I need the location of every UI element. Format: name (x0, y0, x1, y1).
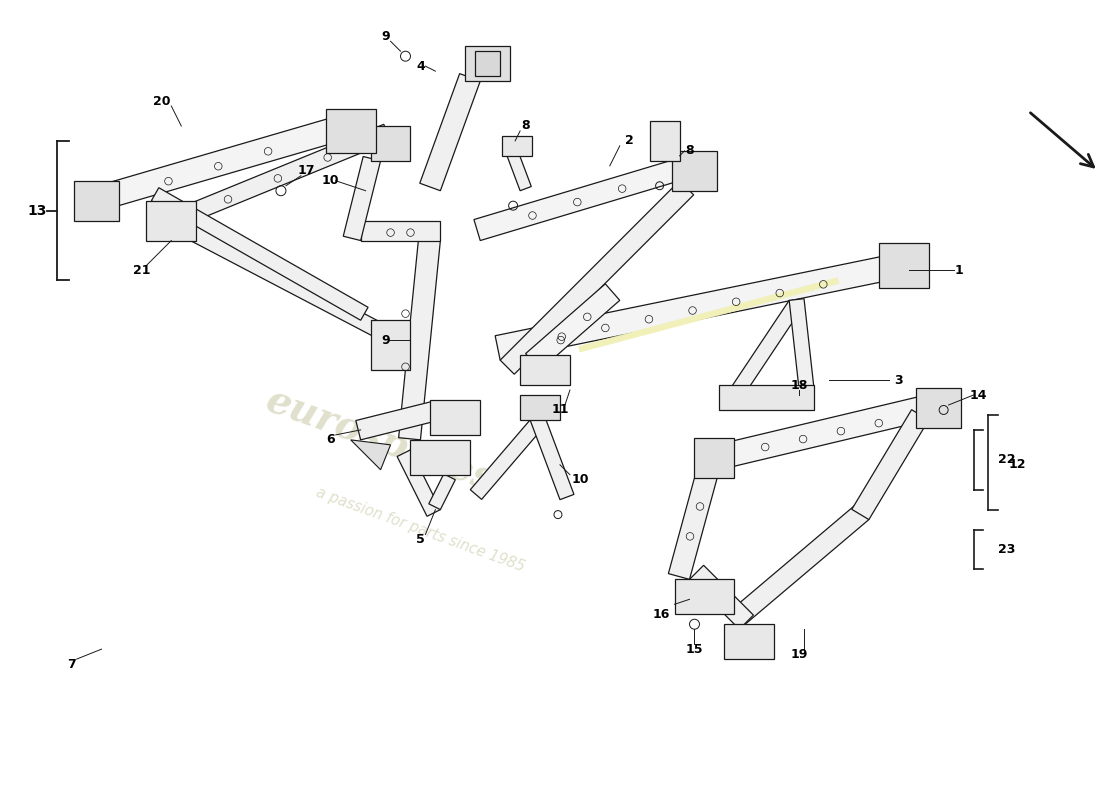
Polygon shape (361, 221, 440, 241)
Text: 6: 6 (327, 434, 336, 446)
Polygon shape (343, 157, 381, 241)
Polygon shape (152, 188, 368, 320)
Bar (146, 201, 196, 241)
Text: 14: 14 (970, 389, 988, 402)
Polygon shape (495, 256, 889, 360)
Text: 20: 20 (153, 94, 170, 107)
Polygon shape (714, 396, 928, 470)
Bar (503, 136, 532, 156)
Bar (74, 181, 119, 221)
Text: 3: 3 (894, 374, 903, 386)
Text: 8: 8 (520, 119, 529, 133)
Polygon shape (355, 401, 440, 440)
Polygon shape (471, 420, 541, 499)
Text: 10: 10 (571, 474, 588, 486)
Text: eurospares: eurospares (261, 381, 500, 499)
Polygon shape (397, 450, 440, 516)
Polygon shape (669, 464, 719, 579)
Text: 15: 15 (685, 642, 703, 656)
Polygon shape (172, 217, 388, 340)
Bar (410, 440, 471, 474)
Bar (465, 46, 510, 81)
Polygon shape (351, 440, 390, 470)
Polygon shape (474, 160, 680, 241)
Bar (326, 109, 375, 154)
Text: 9: 9 (382, 30, 389, 42)
Polygon shape (165, 124, 390, 230)
Text: 22: 22 (999, 454, 1016, 466)
Text: 18: 18 (791, 378, 807, 391)
Text: 17: 17 (297, 164, 315, 178)
Polygon shape (420, 74, 481, 190)
Bar (520, 395, 560, 420)
Polygon shape (579, 278, 839, 352)
Text: 2: 2 (625, 134, 634, 147)
Text: 13: 13 (28, 204, 46, 218)
Text: a passion for parts since 1985: a passion for parts since 1985 (315, 485, 527, 574)
Bar (672, 151, 717, 190)
Bar (694, 438, 735, 478)
Bar (916, 388, 961, 428)
Polygon shape (526, 284, 619, 370)
Polygon shape (729, 300, 802, 398)
Text: 5: 5 (416, 533, 425, 546)
Polygon shape (500, 181, 694, 374)
Polygon shape (505, 146, 531, 190)
Text: 12: 12 (1009, 458, 1026, 471)
Polygon shape (726, 504, 869, 630)
Bar (475, 51, 500, 76)
Bar (520, 355, 570, 385)
Text: 19: 19 (791, 648, 807, 661)
Bar (650, 121, 680, 161)
Polygon shape (530, 414, 574, 500)
Polygon shape (851, 410, 928, 519)
Text: 16: 16 (652, 608, 670, 621)
Bar (371, 126, 410, 161)
Polygon shape (398, 238, 440, 440)
Text: 1: 1 (954, 264, 962, 277)
Text: 7: 7 (67, 658, 76, 670)
Polygon shape (429, 474, 455, 510)
Bar (725, 624, 774, 659)
Polygon shape (95, 117, 341, 210)
Text: 10: 10 (322, 174, 340, 187)
Bar (371, 320, 410, 370)
Polygon shape (690, 566, 754, 630)
Text: 8: 8 (685, 144, 694, 158)
Bar (674, 579, 735, 614)
Text: 9: 9 (382, 334, 389, 346)
Text: 23: 23 (999, 543, 1015, 556)
Text: 21: 21 (133, 264, 151, 277)
Bar (719, 385, 814, 410)
Bar (879, 243, 928, 288)
Text: 11: 11 (551, 403, 569, 417)
Bar (430, 400, 481, 435)
Polygon shape (789, 298, 814, 390)
Text: 4: 4 (416, 60, 425, 73)
